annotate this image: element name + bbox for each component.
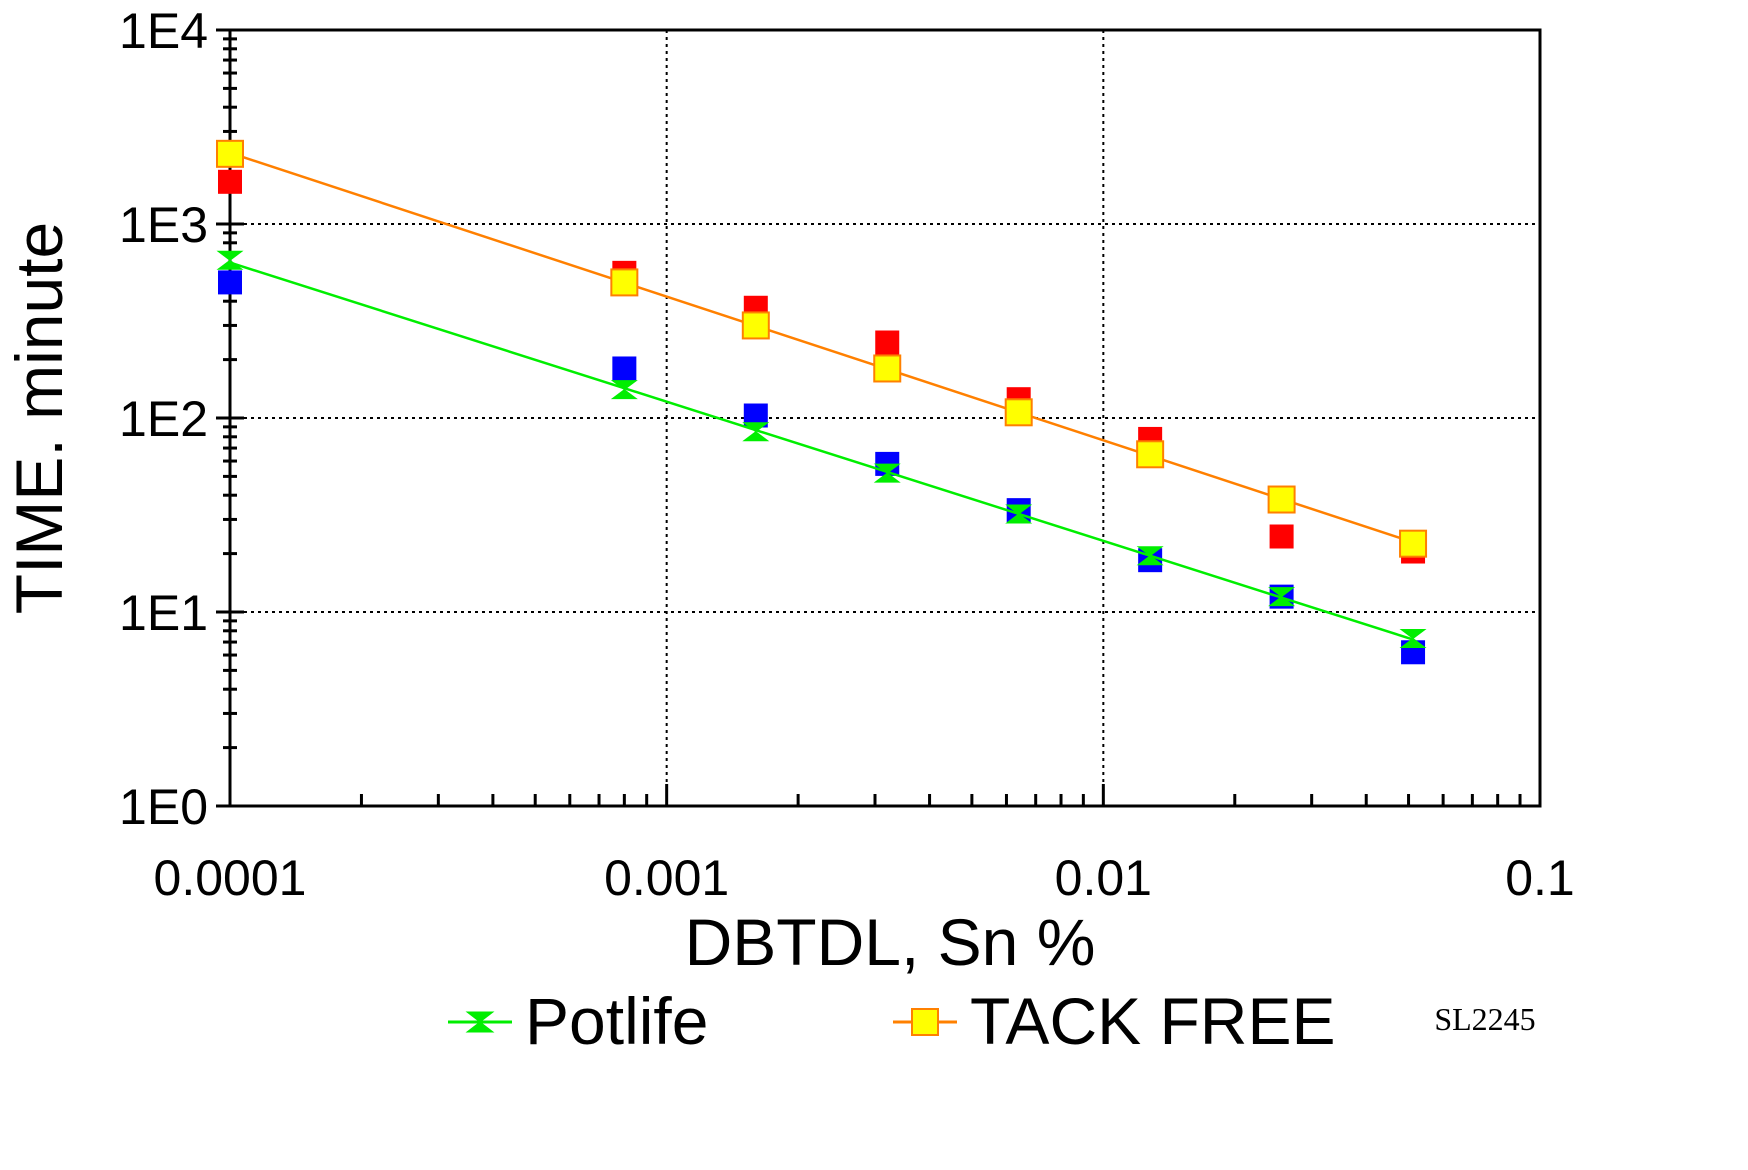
series-trend-line <box>229 151 1414 544</box>
data-point <box>216 250 244 270</box>
series-potlife <box>216 250 1427 649</box>
legend-marker <box>911 1008 939 1036</box>
x-axis-title: DBTDL, Sn % <box>685 905 1096 979</box>
legend-marker <box>465 1011 495 1033</box>
y-tick-label: 1E4 <box>119 3 208 59</box>
data-point <box>873 463 901 483</box>
series-points-3 <box>218 270 1426 665</box>
plot-area <box>228 28 1542 808</box>
minor-ticks <box>223 37 1522 806</box>
legend-item-potlife: Potlife <box>448 984 708 1058</box>
series-points-2 <box>218 169 1426 564</box>
y-tick-label: 1E2 <box>119 391 208 447</box>
grid-lines <box>230 30 1540 806</box>
y-tick-label: 1E1 <box>119 585 208 641</box>
data-point <box>610 268 639 297</box>
x-tick-label: 0.01 <box>1055 850 1152 906</box>
y-axis-title: TIME. minute <box>2 222 76 614</box>
data-point <box>1399 629 1427 649</box>
legend: Potlife TACK FREE <box>448 984 1335 1058</box>
data-point <box>875 330 900 355</box>
figure-id-note: SL2245 <box>1434 1001 1535 1037</box>
data-point <box>1005 504 1033 524</box>
data-point <box>218 270 242 295</box>
y-tick-label: 1E3 <box>119 197 208 253</box>
data-point <box>612 356 637 381</box>
data-point <box>742 422 770 442</box>
x-tick-labels: 0.0001 0.001 0.01 0.1 <box>154 850 1575 906</box>
data-point <box>218 169 242 194</box>
data-point <box>1267 485 1296 514</box>
data-point <box>1004 398 1033 427</box>
legend-item-tack-free: TACK FREE <box>893 984 1335 1058</box>
y-tick-label: 1E0 <box>119 779 208 835</box>
data-point <box>1269 524 1294 549</box>
data-point <box>216 139 244 168</box>
series-trend-line <box>229 261 1414 641</box>
series-layer <box>216 139 1428 665</box>
x-tick-label: 0.1 <box>1505 850 1575 906</box>
data-point <box>1399 529 1428 558</box>
data-point <box>873 354 902 383</box>
x-tick-label: 0.0001 <box>154 850 307 906</box>
data-point <box>1268 587 1296 607</box>
data-point <box>741 311 770 340</box>
x-tick-label: 0.001 <box>604 850 729 906</box>
legend-label: Potlife <box>525 984 708 1058</box>
legend-label: TACK FREE <box>970 984 1335 1058</box>
data-point <box>1136 546 1164 566</box>
data-point <box>1136 440 1165 469</box>
data-point <box>610 380 638 400</box>
y-tick-labels: 1E0 1E1 1E2 1E3 1E4 <box>119 3 208 835</box>
series-tack-free <box>216 139 1428 558</box>
